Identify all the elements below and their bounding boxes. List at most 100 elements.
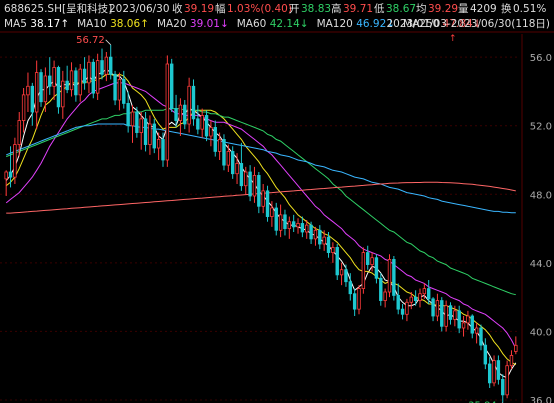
candle[interactable]: [483, 338, 488, 370]
candle[interactable]: [339, 262, 344, 286]
candle[interactable]: [248, 165, 252, 202]
candle[interactable]: [479, 324, 483, 351]
candle[interactable]: [392, 256, 396, 301]
candle[interactable]: [309, 221, 313, 244]
candle[interactable]: [274, 202, 278, 236]
candle[interactable]: [135, 106, 139, 138]
candle[interactable]: [87, 55, 91, 94]
stock-symbol[interactable]: 688625.SH[呈和科技]: [4, 2, 112, 15]
candle[interactable]: [265, 185, 270, 222]
candle[interactable]: [435, 293, 440, 322]
candle[interactable]: [300, 216, 305, 238]
candle[interactable]: [287, 216, 292, 239]
candle[interactable]: [413, 290, 418, 306]
candle[interactable]: [487, 357, 492, 388]
candle[interactable]: [100, 48, 104, 80]
candle[interactable]: [496, 355, 501, 385]
candle[interactable]: [109, 44, 113, 80]
candle[interactable]: [357, 285, 361, 315]
candle[interactable]: [492, 355, 496, 387]
candle[interactable]: [405, 298, 409, 322]
candle[interactable]: [352, 288, 357, 316]
candle[interactable]: [400, 304, 405, 320]
candle[interactable]: [69, 62, 74, 97]
candle[interactable]: [383, 288, 387, 308]
candle[interactable]: [366, 245, 370, 270]
candle[interactable]: [48, 57, 52, 95]
candle[interactable]: [457, 305, 461, 334]
candle[interactable]: [239, 142, 244, 191]
candle[interactable]: [65, 65, 69, 94]
candle[interactable]: [139, 112, 143, 150]
candle[interactable]: [161, 132, 165, 167]
candle[interactable]: [313, 226, 318, 246]
candle[interactable]: [178, 98, 183, 136]
candle[interactable]: [431, 297, 435, 322]
candle[interactable]: [257, 172, 261, 214]
candle[interactable]: [8, 146, 13, 188]
candle[interactable]: [252, 166, 257, 203]
candles[interactable]: [4, 44, 518, 403]
candle[interactable]: [95, 53, 100, 100]
candle[interactable]: [104, 52, 109, 82]
candle[interactable]: [13, 137, 17, 184]
candle[interactable]: [235, 153, 239, 184]
candle[interactable]: [379, 273, 383, 306]
candle[interactable]: [126, 91, 130, 133]
candle[interactable]: [326, 232, 331, 258]
candle[interactable]: [331, 242, 335, 263]
candle[interactable]: [505, 360, 509, 399]
candle[interactable]: [169, 58, 174, 112]
candle[interactable]: [501, 374, 505, 403]
candle[interactable]: [244, 166, 248, 195]
candle[interactable]: [426, 280, 431, 304]
candle[interactable]: [209, 120, 213, 147]
candle[interactable]: [370, 252, 374, 272]
candle[interactable]: [461, 316, 466, 337]
candle[interactable]: [261, 184, 265, 214]
candle[interactable]: [17, 112, 21, 157]
candle[interactable]: [34, 60, 39, 130]
candle[interactable]: [440, 297, 444, 332]
candle[interactable]: [156, 132, 161, 160]
candle[interactable]: [117, 72, 122, 111]
candle[interactable]: [453, 305, 457, 327]
candle[interactable]: [39, 69, 43, 107]
candle[interactable]: [409, 292, 413, 310]
candle[interactable]: [183, 100, 187, 130]
candle[interactable]: [200, 108, 204, 138]
candle[interactable]: [82, 57, 87, 90]
candle[interactable]: [56, 65, 61, 114]
candle[interactable]: [226, 144, 231, 172]
candle[interactable]: [361, 247, 366, 294]
candle[interactable]: [26, 72, 30, 112]
candle[interactable]: [130, 105, 135, 143]
candle[interactable]: [374, 254, 379, 284]
candle[interactable]: [113, 70, 117, 106]
candle[interactable]: [283, 209, 287, 236]
candle[interactable]: [74, 67, 78, 102]
candle[interactable]: [270, 201, 274, 227]
candle[interactable]: [466, 310, 470, 330]
candle[interactable]: [217, 132, 222, 160]
candle[interactable]: [514, 336, 518, 355]
candle[interactable]: [187, 77, 191, 133]
candle[interactable]: [322, 230, 326, 251]
candle[interactable]: [204, 110, 209, 142]
candle[interactable]: [191, 79, 196, 126]
candle[interactable]: [509, 350, 514, 370]
candle[interactable]: [291, 214, 296, 232]
candle[interactable]: [448, 302, 453, 325]
candle[interactable]: [4, 170, 8, 196]
candle[interactable]: [43, 67, 48, 112]
candle[interactable]: [165, 55, 170, 167]
candle[interactable]: [52, 60, 56, 100]
candle[interactable]: [30, 82, 35, 126]
candle[interactable]: [61, 70, 65, 119]
candle[interactable]: [91, 58, 96, 99]
candle[interactable]: [222, 134, 226, 171]
candle[interactable]: [418, 288, 422, 308]
candle[interactable]: [152, 118, 156, 154]
candle[interactable]: [296, 218, 300, 234]
candle[interactable]: [21, 88, 26, 133]
